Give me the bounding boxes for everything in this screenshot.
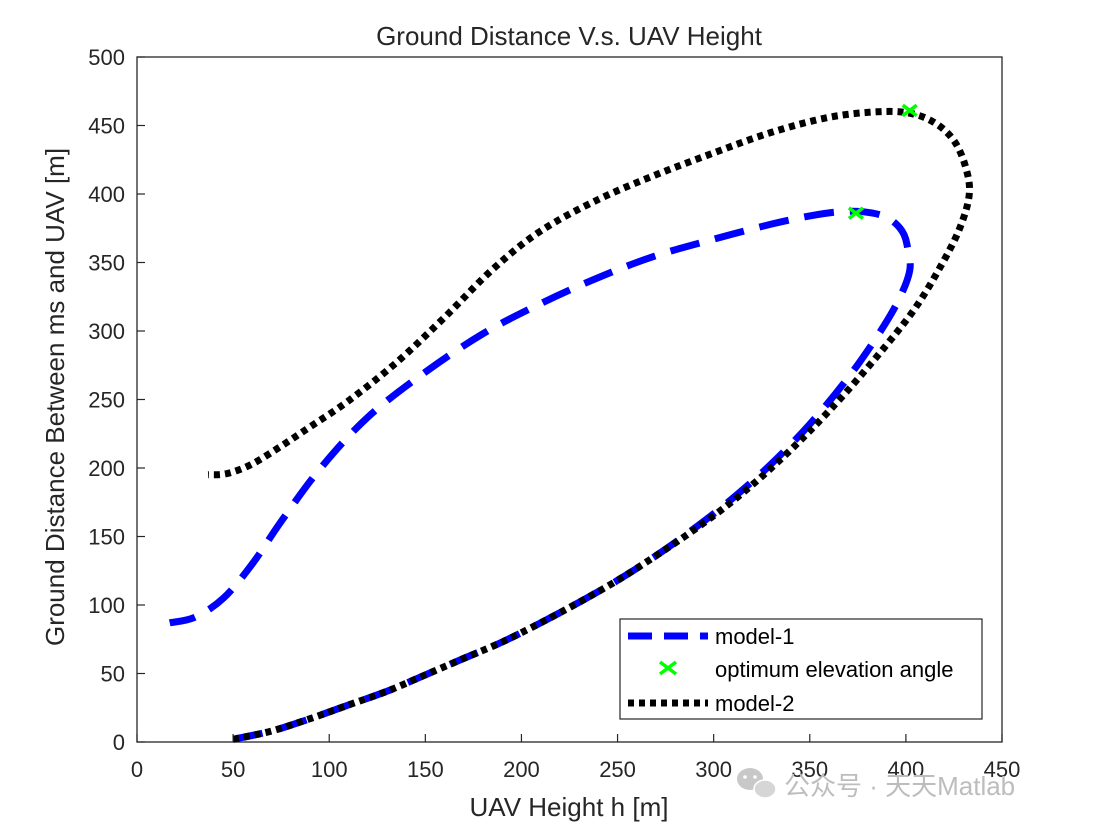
y-tick-label: 150 — [88, 525, 125, 550]
y-tick-label: 400 — [88, 182, 125, 207]
series-line-model-2 — [207, 107, 974, 743]
x-axis: 0 50 100 150 200 250 300 350 400 450 — [131, 734, 1020, 782]
y-tick-label: 500 — [88, 45, 125, 70]
y-tick-label: 100 — [88, 593, 125, 618]
optimum-marker — [901, 103, 918, 118]
y-tick-label: 250 — [88, 388, 125, 413]
legend-label-model-1: model-1 — [715, 624, 794, 649]
x-tick-label: 450 — [984, 757, 1021, 782]
legend: model-1 optimum elevation angle model-2 — [619, 618, 983, 720]
y-tick-label: 50 — [101, 662, 125, 687]
y-tick-label: 200 — [88, 456, 125, 481]
watermark: 公众号 · 天天Matlab — [737, 768, 1015, 801]
marker-layer — [847, 103, 918, 220]
x-tick-label: 100 — [311, 757, 348, 782]
x-tick-label: 0 — [131, 757, 143, 782]
wechat-icon — [737, 768, 777, 799]
watermark-text: 公众号 · 天天Matlab — [784, 771, 1015, 801]
x-tick-label: 400 — [888, 757, 925, 782]
y-axis: 0 50 100 150 200 250 300 350 400 450 500 — [88, 45, 145, 755]
chart-title: Ground Distance V.s. UAV Height — [376, 21, 763, 51]
y-tick-label: 300 — [88, 319, 125, 344]
x-tick-label: 200 — [503, 757, 540, 782]
x-axis-label: UAV Height h [m] — [470, 792, 669, 822]
x-tick-label: 50 — [221, 757, 245, 782]
legend-swatch-optimum-elevation-angle — [658, 660, 678, 676]
series-layer — [168, 107, 974, 743]
y-tick-label: 0 — [113, 730, 125, 755]
y-axis-label: Ground Distance Between ms and UAV [m] — [40, 148, 70, 646]
y-tick-label: 350 — [88, 251, 125, 276]
legend-label-model-2: model-2 — [715, 691, 794, 716]
x-tick-label: 300 — [695, 757, 732, 782]
x-tick-label: 350 — [791, 757, 828, 782]
x-tick-label: 150 — [407, 757, 444, 782]
x-tick-label: 250 — [599, 757, 636, 782]
optimum-marker — [847, 206, 864, 220]
y-tick-label: 450 — [88, 114, 125, 139]
legend-label-optimum-elevation-angle: optimum elevation angle — [715, 657, 953, 682]
